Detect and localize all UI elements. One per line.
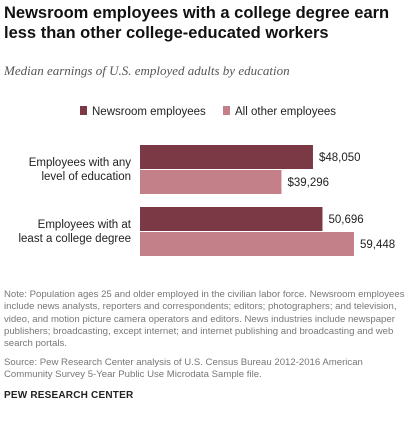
data-label: 50,696 (328, 214, 363, 226)
bar-chart: Newsroom employees All other employees Emp… (18, 106, 395, 256)
category-label: least a college degree (18, 233, 131, 245)
chart-note: Note: Population ages 25 and older emplo… (4, 289, 405, 350)
category-label: level of education (41, 171, 131, 183)
legend-label: Newsroom employees (92, 106, 206, 118)
brand-label: PEW RESEARCH CENTER (4, 390, 134, 401)
chart-subtitle: Median earnings of U.S. employed adults … (4, 63, 290, 78)
chart-title: Newsroom employees with a college degree… (4, 4, 390, 42)
data-label: $48,050 (319, 152, 361, 164)
category-label: Employees with at (38, 219, 132, 231)
legend-swatch (223, 106, 230, 115)
bar (140, 145, 313, 169)
bar (140, 170, 282, 194)
chart-source: Source: Pew Research Center analysis of … (4, 357, 363, 381)
category-label: Employees with any (29, 157, 132, 169)
data-label: 59,448 (360, 239, 395, 251)
legend-swatch (80, 106, 87, 115)
bar (140, 232, 354, 256)
legend-label: All other employees (235, 106, 336, 118)
bar (140, 207, 323, 231)
data-label: $39,296 (287, 177, 329, 189)
